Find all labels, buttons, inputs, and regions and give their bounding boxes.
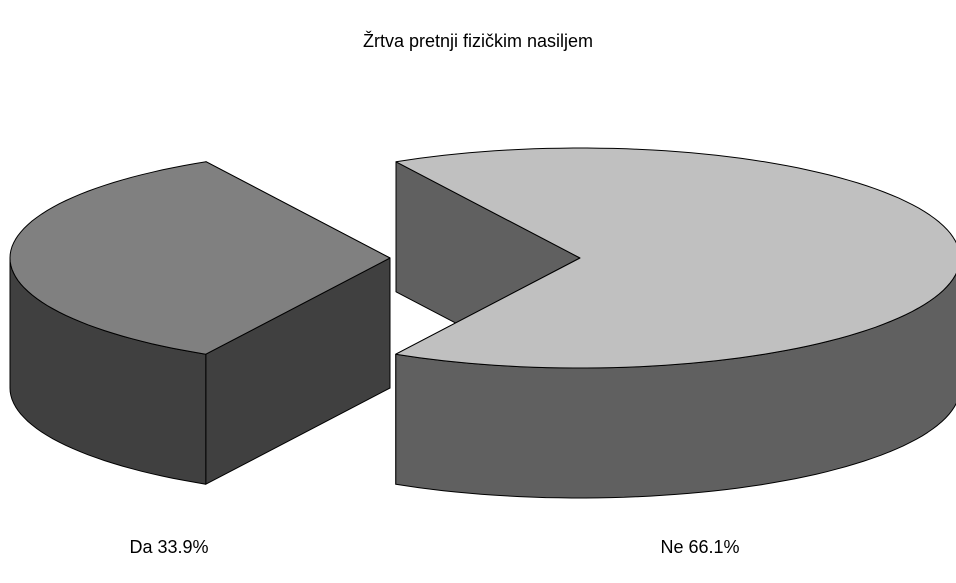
value-label: 66.1% — [688, 537, 739, 557]
data-label: Da 33.9% — [129, 537, 208, 557]
data-label: Ne 66.1% — [660, 537, 739, 557]
slice — [9, 161, 391, 355]
chart-title: Žrtva pretnji fizičkim nasiljem — [363, 31, 593, 51]
slice — [395, 147, 956, 369]
category-label: Da — [129, 537, 153, 557]
value-label: 33.9% — [157, 537, 208, 557]
category-label: Ne — [660, 537, 683, 557]
